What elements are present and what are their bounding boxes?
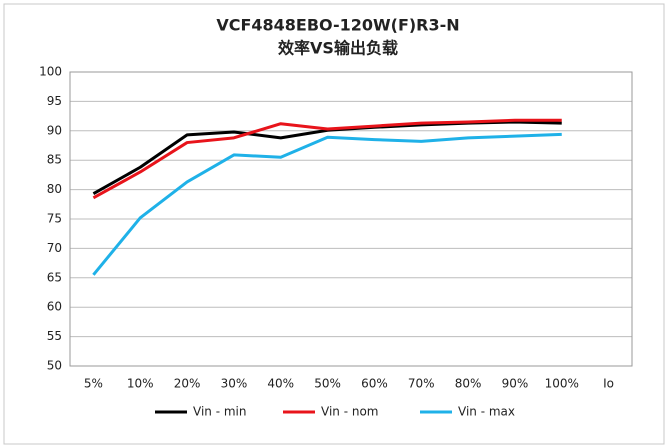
x-tick-label: 40% — [267, 377, 294, 391]
y-tick-label: 90 — [47, 123, 62, 137]
x-tick-label: 60% — [361, 377, 388, 391]
legend-label: Vin - min — [193, 405, 246, 419]
y-tick-label: 100 — [39, 65, 62, 79]
x-tick-label: 20% — [174, 377, 201, 391]
x-tick-label: 70% — [408, 377, 435, 391]
series-line — [92, 118, 562, 200]
chart-border — [3, 3, 665, 445]
y-tick-label: 65 — [47, 270, 62, 284]
x-tick-label: 30% — [221, 377, 248, 391]
y-tick-label: 55 — [47, 329, 62, 343]
y-tick-label: 85 — [47, 153, 62, 167]
series-line — [92, 132, 562, 276]
legend-label: Vin - nom — [321, 405, 378, 419]
y-tick-label: 70 — [47, 241, 62, 255]
y-tick-label: 60 — [47, 300, 62, 314]
legend-label: Vin - max — [458, 405, 515, 419]
chart-subtitle: 效率VS输出负载 — [278, 39, 398, 58]
x-tick-label: 90% — [502, 377, 529, 391]
chart-title: VCF4848EBO-120W(F)R3-N — [216, 16, 459, 35]
y-tick-label: 50 — [47, 359, 62, 373]
y-tick-label: 95 — [47, 94, 62, 108]
x-tick-label: Io — [603, 377, 614, 391]
y-tick-label: 80 — [47, 182, 62, 196]
y-tick-label: 75 — [47, 212, 62, 226]
plot-area-border — [69, 71, 633, 367]
x-tick-label: 5% — [84, 377, 103, 391]
x-tick-label: 50% — [314, 377, 341, 391]
x-tick-label: 100% — [545, 377, 579, 391]
x-tick-label: 80% — [455, 377, 482, 391]
x-tick-label: 10% — [127, 377, 154, 391]
